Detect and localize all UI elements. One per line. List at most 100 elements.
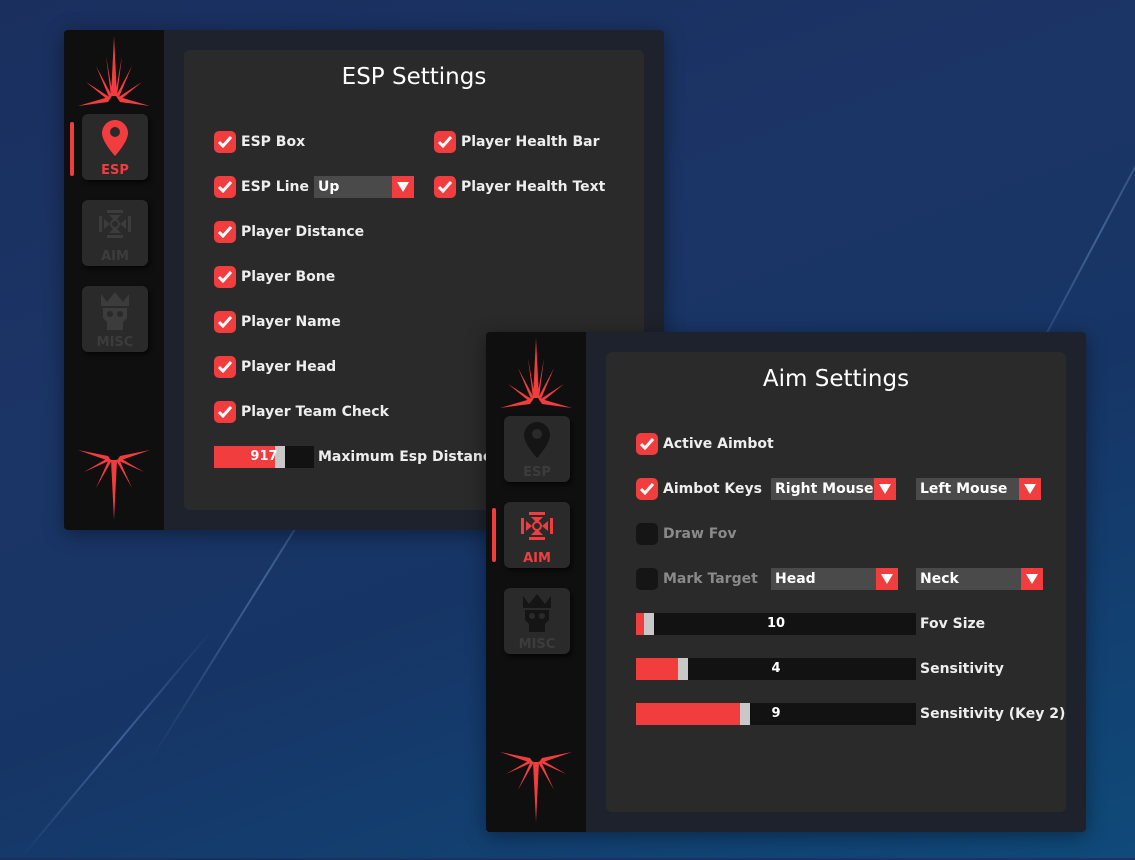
checkbox-label: Aimbot Keys [663,481,762,497]
checkbox-box [636,523,658,545]
slider-label: Sensitivity [920,661,1004,677]
slider-fill [214,446,275,468]
chevron-down-icon [1019,478,1041,500]
sidebar: ESP AIM MISC [64,30,164,530]
nav-aim-label: AIM [523,551,551,566]
nav-esp-label: ESP [523,465,551,480]
active-indicator [492,508,496,562]
slider-value: 4 [771,661,781,676]
checkbox-label: Draw Fov [663,526,737,542]
slider-fill [636,703,740,725]
check-icon [214,401,236,423]
nav-aim-button[interactable]: AIM [82,200,148,266]
map-pin-icon [102,120,128,156]
check-icon [214,356,236,378]
checkbox-label: Mark Target [663,571,758,587]
slider-handle[interactable] [275,446,285,468]
nav-misc-button[interactable]: MISC [82,286,148,352]
check-icon [214,311,236,333]
esp-line-dropdown[interactable]: Up [314,176,414,198]
target1-dropdown[interactable]: Head [771,568,898,590]
chevron-down-icon [874,478,896,500]
dropdown-value: Head [775,571,816,587]
nav-misc-button[interactable]: MISC [504,588,570,654]
player-name-checkbox[interactable]: Player Name [214,311,341,333]
checkbox-label: Player Head [241,359,337,375]
max-esp-distance-slider[interactable]: 917 [214,446,314,468]
fov-size-slider[interactable]: 10 [636,613,916,635]
check-icon [434,131,456,153]
check-icon [214,176,236,198]
check-icon [214,221,236,243]
panel-title: Aim Settings [762,366,910,392]
nav-esp-button[interactable]: ESP [504,416,570,482]
check-icon [636,433,658,455]
logo-bottom-icon [78,450,150,520]
target2-dropdown[interactable]: Neck [916,568,1043,590]
esp-line-checkbox[interactable]: ESP Line [214,176,309,198]
slider-fill [636,658,678,680]
map-pin-icon [524,422,550,458]
mark-target-checkbox[interactable]: Mark Target [636,568,758,590]
player-distance-checkbox[interactable]: Player Distance [214,221,364,243]
slider-label: Sensitivity (Key 2) [920,706,1066,722]
slider-handle[interactable] [644,613,655,635]
esp-settings-panel: ESP Settings ESP Box ESP Line Player Dis… [184,50,644,510]
logo-bottom-icon [500,752,572,822]
slider-handle[interactable] [678,658,688,680]
crosshair-icon [521,512,553,540]
crosshair-icon [99,210,131,238]
active-indicator [70,122,74,176]
nav-esp-label: ESP [101,163,129,178]
checkbox-label: Player Distance [241,224,365,240]
chevron-down-icon [876,568,898,590]
background-streak [19,628,214,860]
player-head-checkbox[interactable]: Player Head [214,356,336,378]
checkbox-label: Player Team Check [241,404,389,420]
checkbox-box [636,568,658,590]
nav-misc-label: MISC [518,637,556,652]
checkbox-label: ESP Box [241,134,306,150]
sensitivity-slider[interactable]: 4 [636,658,916,680]
slider-label: Fov Size [920,616,986,632]
slider-handle[interactable] [739,703,750,725]
check-icon [214,266,236,288]
logo-icon [78,36,150,106]
aimbot-key1-dropdown[interactable]: Right Mouse [771,478,896,500]
checkbox-label: Active Aimbot [663,436,774,452]
checkbox-label: Player Health Text [461,179,606,195]
active-aimbot-checkbox[interactable]: Active Aimbot [636,433,774,455]
aim-window: ESP AIM MISC Aim Settings Active Aimbot … [486,332,1086,832]
esp-window: ESP AIM MISC ESP Settings ESP Box ESP Li… [64,30,664,530]
aimbot-key2-dropdown[interactable]: Left Mouse [916,478,1041,500]
esp-box-checkbox[interactable]: ESP Box [214,131,305,153]
skull-crown-icon [523,594,551,632]
chevron-down-icon [1021,568,1043,590]
slider-value: 9 [771,706,781,721]
check-icon [636,478,658,500]
aimbot-keys-checkbox[interactable]: Aimbot Keys [636,478,762,500]
chevron-down-icon [392,176,414,198]
nav-aim-label: AIM [101,249,129,264]
player-health-text-checkbox[interactable]: Player Health Text [434,176,605,198]
checkbox-label: Player Health Bar [461,134,600,150]
nav-aim-button[interactable]: AIM [504,502,570,568]
draw-fov-checkbox[interactable]: Draw Fov [636,523,737,545]
player-health-bar-checkbox[interactable]: Player Health Bar [434,131,600,153]
slider-value: 917 [250,449,278,464]
sensitivity-key2-slider[interactable]: 9 [636,703,916,725]
player-bone-checkbox[interactable]: Player Bone [214,266,335,288]
nav-esp-button[interactable]: ESP [82,114,148,180]
sidebar: ESP AIM MISC [486,332,586,832]
dropdown-value: Up [318,179,340,195]
panel-title: ESP Settings [341,64,487,90]
slider-label: Maximum Esp Distance [318,449,501,465]
logo-icon [500,338,572,408]
slider-fill [636,613,645,635]
check-icon [214,131,236,153]
checkbox-label: ESP Line [241,179,309,195]
checkbox-label: Player Name [241,314,341,330]
player-team-check-checkbox[interactable]: Player Team Check [214,401,389,423]
check-icon [434,176,456,198]
aim-settings-panel: Aim Settings Active Aimbot Aimbot Keys D… [606,352,1066,812]
